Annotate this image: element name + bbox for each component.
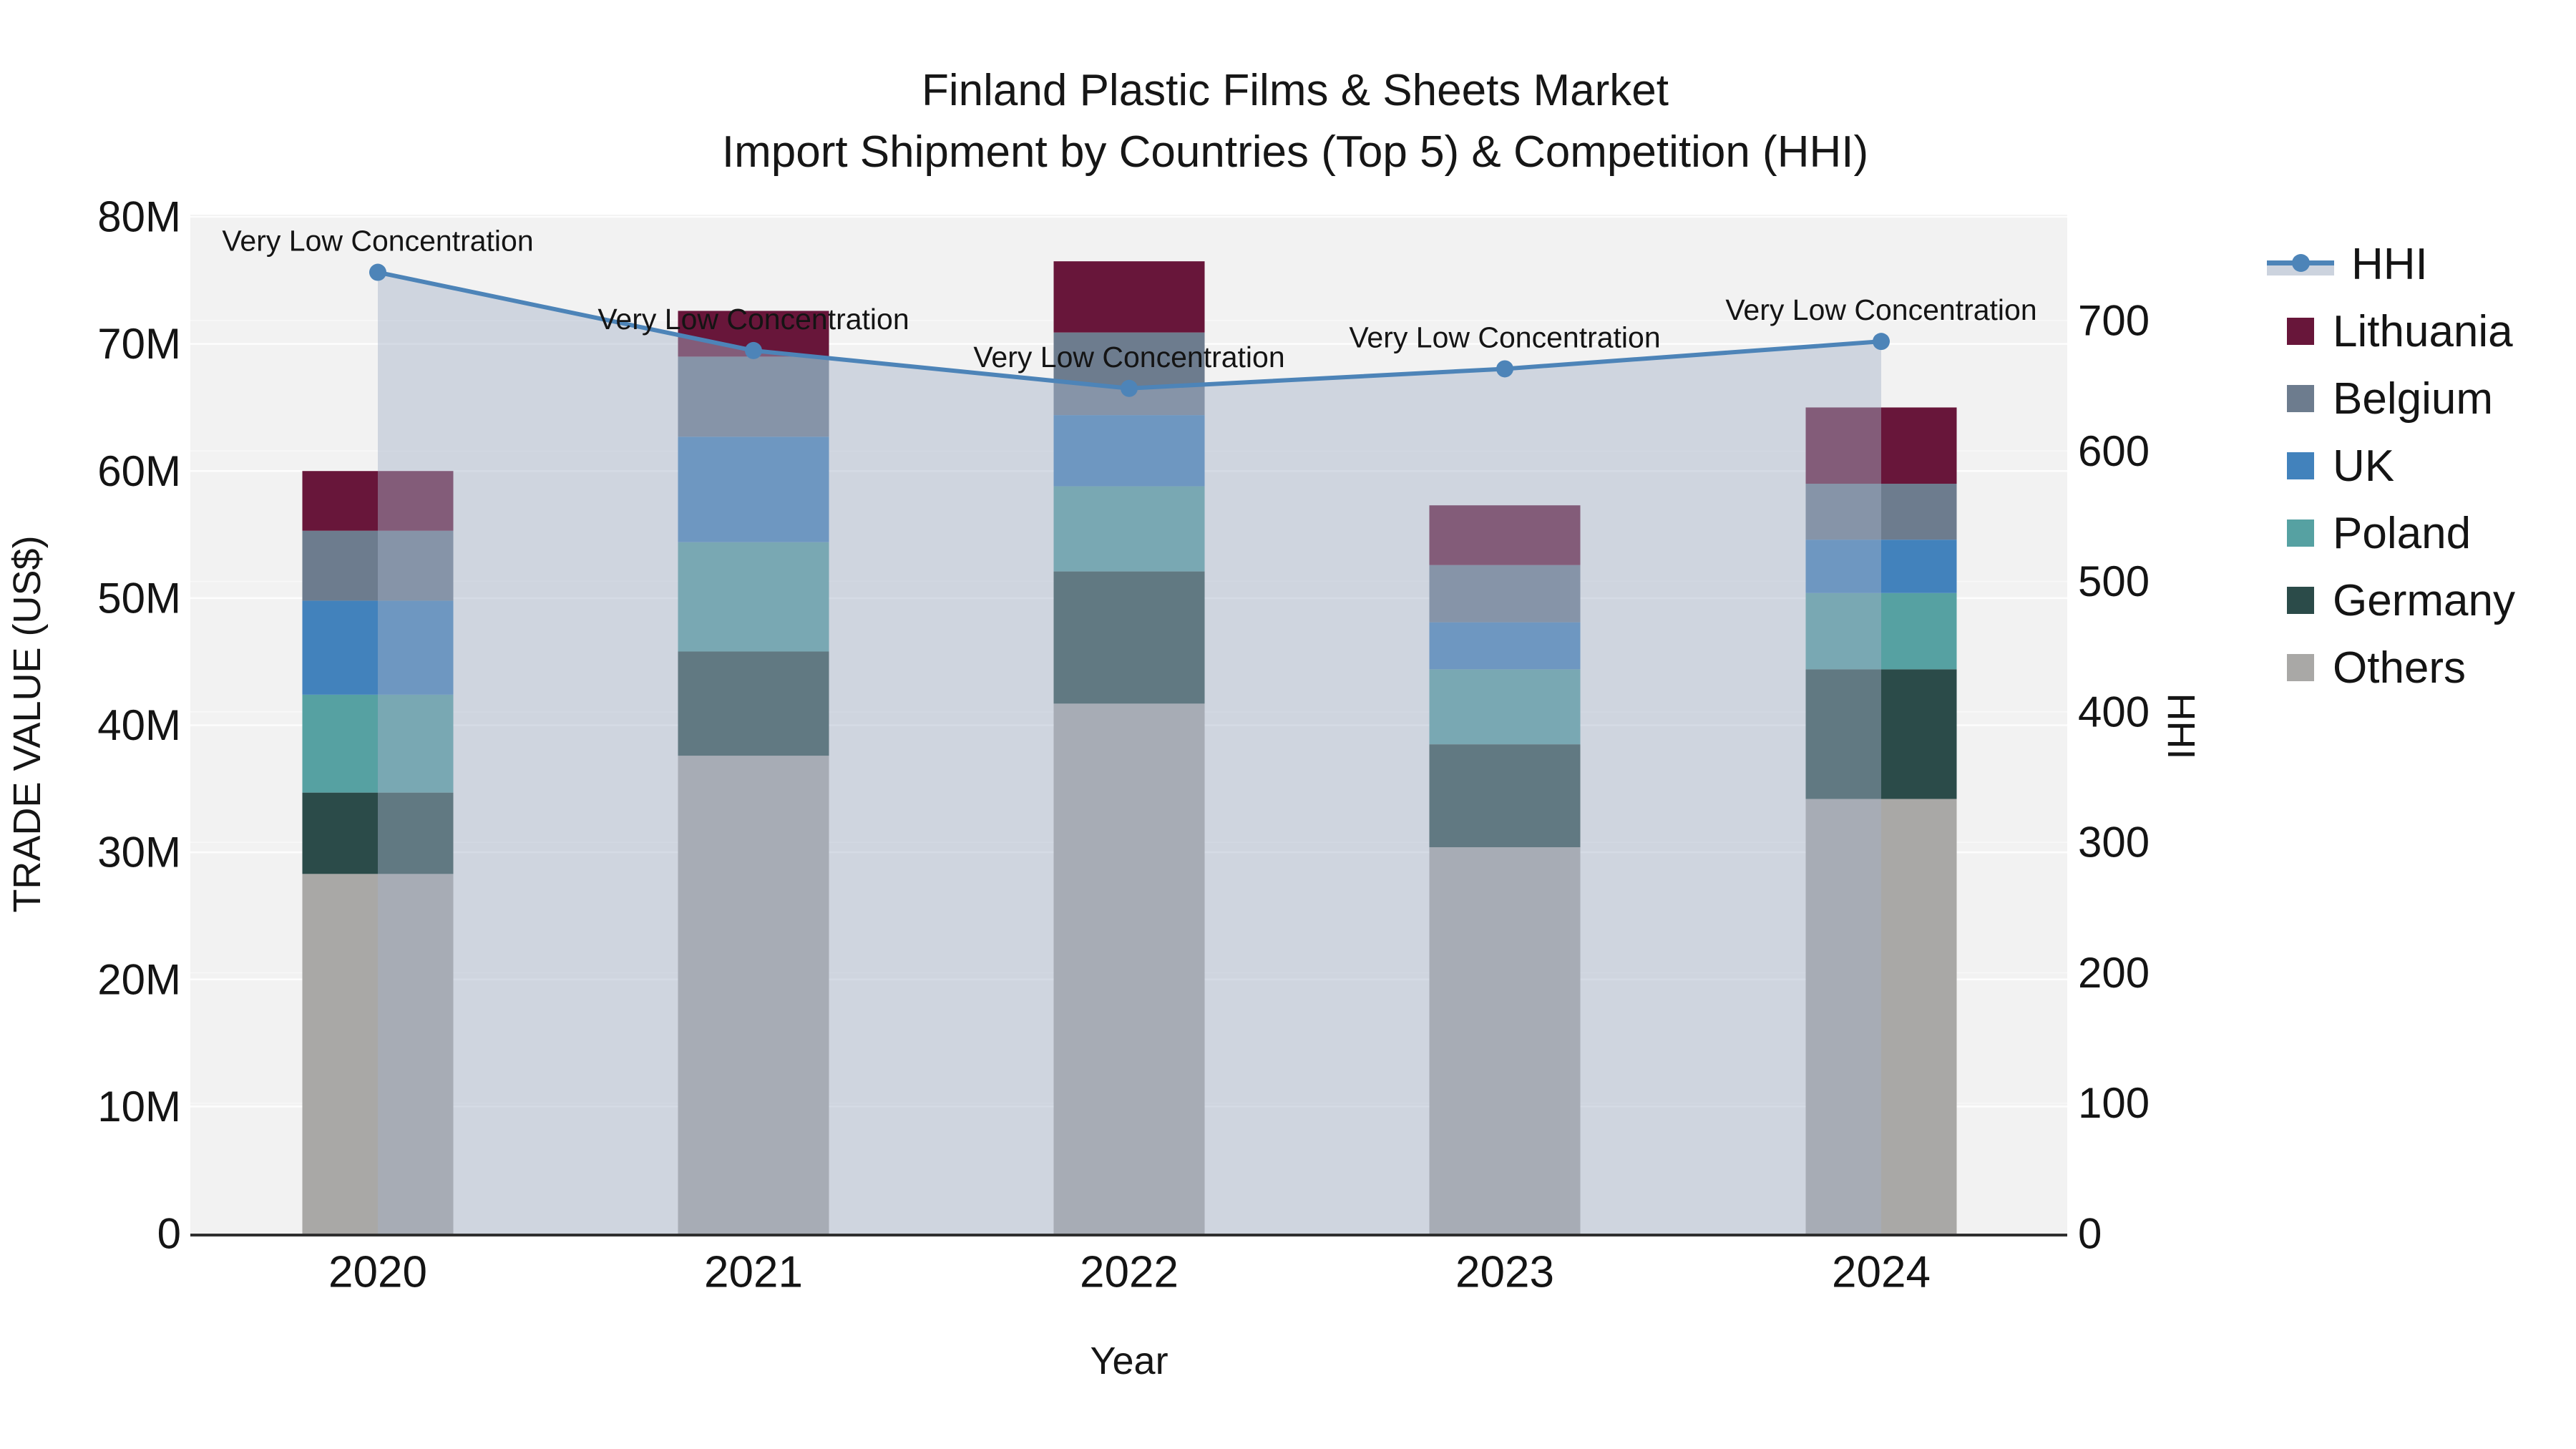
bar-segment-2022-germany[interactable] [1053, 571, 1205, 704]
x-axis-title: Year [1090, 1340, 1169, 1382]
y-right-tick-label-700: 700 [2078, 296, 2150, 344]
y-axis-title-left: TRADE VALUE (US$) [6, 535, 49, 913]
y-left-tick-label-30M: 30M [97, 829, 181, 877]
annotation-2021: Very Low Concentration [597, 303, 909, 336]
legend-item-hhi[interactable]: HHI [2267, 230, 2515, 298]
y-axis-title-right: HHI [2160, 693, 2202, 760]
y-right-tick-label-200: 200 [2078, 949, 2150, 997]
bar-segment-2024-germany[interactable] [1805, 669, 1957, 799]
legend-item-germany[interactable]: Germany [2267, 567, 2515, 634]
annotation-2020: Very Low Concentration [222, 225, 533, 258]
legend-label-poland: Poland [2333, 508, 2472, 558]
bar-segment-2021-others[interactable] [678, 756, 829, 1234]
x-tick-label-2020: 2020 [328, 1248, 427, 1297]
legend-item-poland[interactable]: Poland [2267, 499, 2515, 567]
hhi-line-marker-icon [2267, 250, 2334, 278]
chart-title-line2: Import Shipment by Countries (Top 5) & C… [721, 127, 1869, 177]
bar-segment-2020-uk[interactable] [302, 600, 454, 695]
legend-label-belgium: Belgium [2333, 374, 2493, 424]
bar-segment-2021-germany[interactable] [678, 651, 829, 756]
bar-segment-2020-lithuania[interactable] [302, 471, 454, 531]
bar-segment-2021-uk[interactable] [678, 436, 829, 542]
legend-swatch-others [2287, 654, 2314, 681]
bar-segment-2024-others[interactable] [1805, 799, 1957, 1234]
bar-segment-2020-poland[interactable] [302, 694, 454, 793]
bar-segment-2021-belgium[interactable] [678, 356, 829, 437]
legend: HHI Lithuania Belgium UK Poland Germany Others [2267, 230, 2515, 701]
y-left-tick-label-60M: 60M [97, 447, 181, 495]
hhi-marker-2024[interactable] [1873, 333, 1890, 351]
y-left-tick-label-40M: 40M [97, 701, 181, 749]
y-left-tick-label-20M: 20M [97, 955, 181, 1003]
y-right-tick-label-600: 600 [2078, 427, 2150, 475]
annotation-2024: Very Low Concentration [1725, 293, 2036, 326]
y-left-tick-label-70M: 70M [97, 320, 181, 368]
legend-swatch-poland [2287, 519, 2314, 547]
bar-segment-2023-uk[interactable] [1429, 622, 1581, 670]
legend-item-belgium[interactable]: Belgium [2267, 365, 2515, 432]
bar-segment-2022-poland[interactable] [1053, 486, 1205, 572]
annotation-2022: Very Low Concentration [973, 341, 1284, 374]
legend-label-lithuania: Lithuania [2333, 306, 2513, 356]
hhi-marker-2023[interactable] [1496, 360, 1513, 378]
bar-segment-2020-belgium[interactable] [302, 530, 454, 601]
legend-swatch-lithuania [2287, 318, 2314, 345]
hhi-marker-2020[interactable] [369, 263, 386, 281]
y-left-tick-label-10M: 10M [97, 1083, 181, 1131]
legend-item-others[interactable]: Others [2267, 634, 2515, 701]
legend-item-uk[interactable]: UK [2267, 432, 2515, 499]
bar-segment-2020-germany[interactable] [302, 792, 454, 874]
hhi-area-fill [378, 272, 1881, 1234]
bar-segment-2024-uk[interactable] [1805, 540, 1957, 593]
legend-label-germany: Germany [2333, 575, 2515, 625]
bar-segment-2023-others[interactable] [1429, 847, 1581, 1234]
bar-segment-2024-belgium[interactable] [1805, 484, 1957, 540]
bar-segment-2023-belgium[interactable] [1429, 565, 1581, 623]
legend-swatch-belgium [2287, 385, 2314, 412]
bar-segment-2023-poland[interactable] [1429, 669, 1581, 745]
y-right-tick-label-400: 400 [2078, 688, 2150, 736]
chart-title-line1: Finland Plastic Films & Sheets Market [921, 66, 1669, 115]
legend-label-others: Others [2333, 643, 2467, 693]
hhi-marker-2021[interactable] [745, 341, 762, 359]
bar-segment-2024-poland[interactable] [1805, 592, 1957, 670]
legend-swatch-uk [2287, 452, 2314, 479]
legend-item-lithuania[interactable]: Lithuania [2267, 298, 2515, 365]
y-left-tick-label-80M: 80M [97, 193, 181, 241]
bar-segment-2022-others[interactable] [1053, 703, 1205, 1234]
bar-segment-2022-uk[interactable] [1053, 415, 1205, 487]
y-right-tick-label-0: 0 [2078, 1210, 2102, 1258]
bar-segment-2022-belgium[interactable] [1053, 332, 1205, 416]
legend-label-uk: UK [2333, 441, 2395, 491]
x-tick-label-2021: 2021 [704, 1248, 803, 1297]
x-tick-label-2022: 2022 [1080, 1248, 1179, 1297]
annotation-2023: Very Low Concentration [1349, 321, 1660, 353]
bar-segment-2020-others[interactable] [302, 874, 454, 1234]
bar-segment-2023-germany[interactable] [1429, 744, 1581, 848]
bar-segment-2021-poland[interactable] [678, 542, 829, 652]
y-right-tick-label-100: 100 [2078, 1079, 2150, 1127]
x-tick-label-2024: 2024 [1832, 1248, 1931, 1297]
hhi-marker-dot [2292, 254, 2310, 272]
y-right-tick-label-500: 500 [2078, 557, 2150, 605]
bar-segment-2024-lithuania[interactable] [1805, 407, 1957, 484]
legend-swatch-germany [2287, 587, 2314, 614]
bar-segment-2023-lithuania[interactable] [1429, 505, 1581, 565]
hhi-marker-2022[interactable] [1121, 379, 1138, 397]
y-right-tick-label-300: 300 [2078, 819, 2150, 867]
y-left-tick-label-0: 0 [157, 1210, 181, 1258]
y-left-tick-label-50M: 50M [97, 574, 181, 622]
x-tick-label-2023: 2023 [1455, 1248, 1554, 1297]
legend-label-hhi: HHI [2351, 239, 2428, 289]
bar-segment-2022-lithuania[interactable] [1053, 261, 1205, 333]
